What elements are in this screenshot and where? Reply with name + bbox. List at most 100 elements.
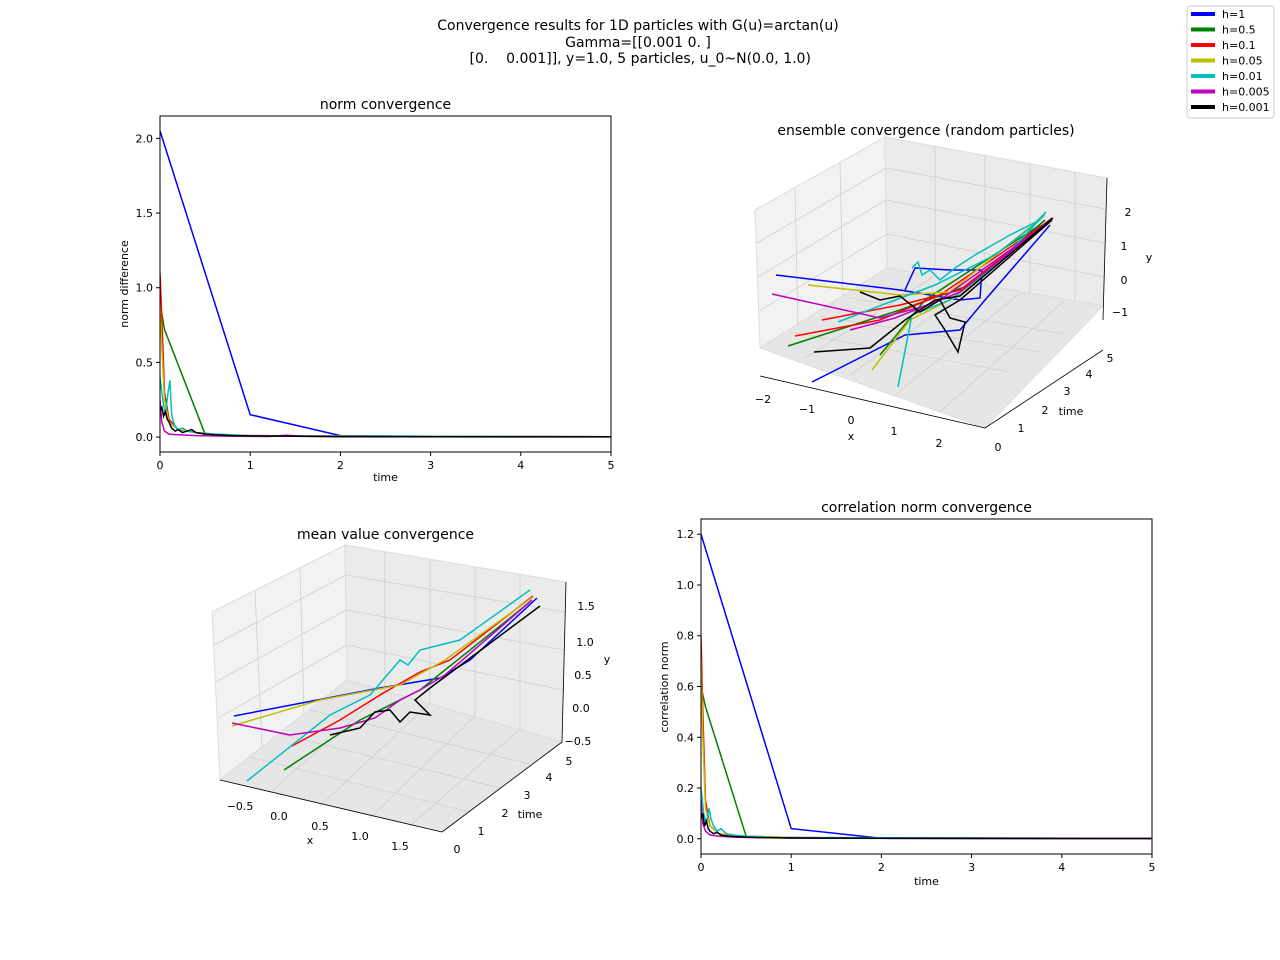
panel2-yticks-label-0: 0 — [995, 441, 1002, 454]
legend-label-0: h=1 — [1222, 8, 1245, 21]
panel2-xticks-label-2: 0 — [848, 414, 855, 427]
panel3-trajectory-1 — [283, 601, 531, 771]
panel3-yticks-label-5: 5 — [566, 755, 573, 768]
panel3-grid — [213, 552, 566, 827]
panel1-series-4 — [160, 377, 611, 438]
panel-correlation-norm-convergence: correlation norm convergence 0 1 2 3 4 5 0.0 0.… — [658, 500, 1156, 888]
panel2-trajectory-1 — [811, 224, 1051, 383]
panel4-xtick-label-1: 1 — [788, 861, 795, 874]
panel4-series-1 — [701, 686, 1152, 840]
panel3-xticks-label-2: 0.5 — [311, 820, 329, 833]
panel1-series-1 — [160, 302, 611, 438]
panel1-ylabel: norm difference — [118, 240, 131, 328]
panel3-title: mean value convergence — [297, 527, 474, 543]
panel2-zticks-label-2: 1 — [1121, 240, 1128, 253]
panel-norm-convergence: norm convergence 0 1 2 3 4 5 0.0 0.5 1.0 1.5 2.0 t… — [118, 97, 615, 484]
panel3-y-axis — [561, 581, 567, 743]
panel2-xticks-label-3: 1 — [891, 425, 898, 438]
panel2-trajectory-13 — [813, 217, 1054, 353]
panel2-yticks-label-4: 4 — [1086, 368, 1093, 381]
panel2-ticks: −2 −1 0 1 2 0 1 2 3 4 5 −1 0 1 2 — [755, 206, 1132, 454]
panel2-xticks-label-1: −1 — [799, 403, 815, 416]
panel3-xticks-label-4: 1.5 — [391, 840, 409, 853]
panel4-series-3 — [701, 661, 1152, 840]
panel4-ytick-label-6: 1.2 — [677, 528, 695, 541]
panel2-xticks-label-0: −2 — [755, 393, 771, 406]
panel3-xlabel: x — [307, 834, 314, 847]
panel1-xlabel: time — [373, 471, 398, 484]
legend: h=1 h=0.5 h=0.1 h=0.05 h=0.01 h=0.005 h=0.001 — [1186, 5, 1275, 119]
panel2-timelabel: time — [1059, 405, 1084, 418]
panel2-trajectory-4 — [794, 219, 1051, 337]
panel4-ytick-label-1: 0.2 — [677, 782, 695, 795]
panel3-yticks-label-3: 3 — [524, 789, 531, 802]
legend-label-6: h=0.001 — [1222, 101, 1270, 114]
panel4-title: correlation norm convergence — [821, 500, 1032, 516]
panel1-ytick-label-4: 2.0 — [136, 132, 154, 145]
panel3-trajectory-6 — [329, 605, 541, 736]
panel2-zlabel: y — [1146, 251, 1153, 264]
panel3-timelabel: time — [518, 808, 543, 821]
panel-ensemble-convergence: ensemble convergence (random particles) … — [754, 123, 1153, 454]
panel3-zticks-label-0: −0.5 — [565, 735, 592, 748]
panel4-ytick-label-2: 0.4 — [677, 731, 695, 744]
panel1-axes-frame — [159, 115, 612, 453]
panel1-series-0 — [160, 130, 611, 438]
panel1-xtick-label-5: 5 — [608, 459, 615, 472]
panel4-xtick-label-2: 2 — [878, 861, 885, 874]
panel3-zticks-label-4: 1.5 — [577, 600, 595, 613]
panel4-ticks: 0 1 2 3 4 5 0.0 0.2 0.4 0.6 0.8 1.0 1.2 — [677, 528, 1156, 874]
legend-label-4: h=0.01 — [1222, 70, 1263, 83]
panel4-xtick-label-4: 4 — [1058, 861, 1065, 874]
panel4-ylabel: correlation norm — [658, 641, 671, 732]
panel4-axes-frame — [700, 518, 1153, 855]
panel4-ytick-label-3: 0.6 — [677, 681, 695, 694]
panel3-zticks-label-1: 0.0 — [572, 702, 590, 715]
panel1-series-3 — [160, 302, 611, 438]
panel4-xlabel: time — [914, 875, 939, 888]
panel3-zticks-label-2: 0.5 — [574, 669, 592, 682]
panel4-ytick-label-4: 0.8 — [677, 630, 695, 643]
panel1-xtick-label-4: 4 — [517, 459, 524, 472]
panel1-ytick-label-0: 0.0 — [136, 431, 154, 444]
panel3-yticks-label-0: 0 — [454, 843, 461, 856]
panel3-x-axis — [219, 779, 443, 833]
panel3-series — [231, 589, 541, 782]
panel2-zticks-label-0: −1 — [1112, 306, 1128, 319]
panel3-zlabel: y — [604, 653, 611, 666]
legend-label-1: h=0.5 — [1222, 24, 1256, 37]
panel4-ytick-label-0: 0.0 — [677, 833, 695, 846]
panel4-series — [701, 533, 1152, 840]
panel1-ytick-label-1: 0.5 — [136, 356, 154, 369]
panel1-xtick-label-3: 3 — [427, 459, 434, 472]
panel1-title: norm convergence — [320, 97, 451, 113]
panel3-trajectory-3 — [231, 596, 534, 727]
panel1-xtick-label-1: 1 — [247, 459, 254, 472]
panel1-xtick-label-2: 2 — [337, 459, 344, 472]
panel2-xlabel: x — [848, 430, 855, 443]
panel2-time-axis — [984, 349, 1104, 429]
panel1-xtick-label-0: 0 — [157, 459, 164, 472]
figure-title-line-1: Convergence results for 1D particles wit… — [437, 18, 838, 34]
panel2-yticks-label-2: 2 — [1042, 404, 1049, 417]
figure-title: Convergence results for 1D particles wit… — [437, 18, 838, 67]
panel3-yticks-label-4: 4 — [546, 771, 553, 784]
panel2-x-axis — [759, 375, 986, 429]
panel3-yticks-label-2: 2 — [502, 807, 509, 820]
panel4-series-6 — [701, 813, 1152, 840]
panel3-trajectory-5 — [231, 599, 533, 736]
panel4-xtick-label-0: 0 — [698, 861, 705, 874]
panel1-series-5 — [160, 399, 611, 438]
panel3-trajectory-4 — [246, 589, 531, 782]
panel4-series-4 — [701, 787, 1152, 840]
panel4-xtick-label-5: 5 — [1149, 861, 1156, 874]
panel3-xticks-label-0: −0.5 — [227, 800, 254, 813]
panel4-series-0 — [701, 533, 1152, 840]
panel1-ytick-label-2: 1.0 — [136, 282, 154, 295]
panel2-yticks-label-1: 1 — [1018, 422, 1025, 435]
panel4-ytick-label-5: 1.0 — [677, 579, 695, 592]
panel1-series-2 — [160, 272, 611, 438]
panel4-series-5 — [701, 800, 1152, 840]
legend-label-3: h=0.05 — [1222, 55, 1263, 68]
